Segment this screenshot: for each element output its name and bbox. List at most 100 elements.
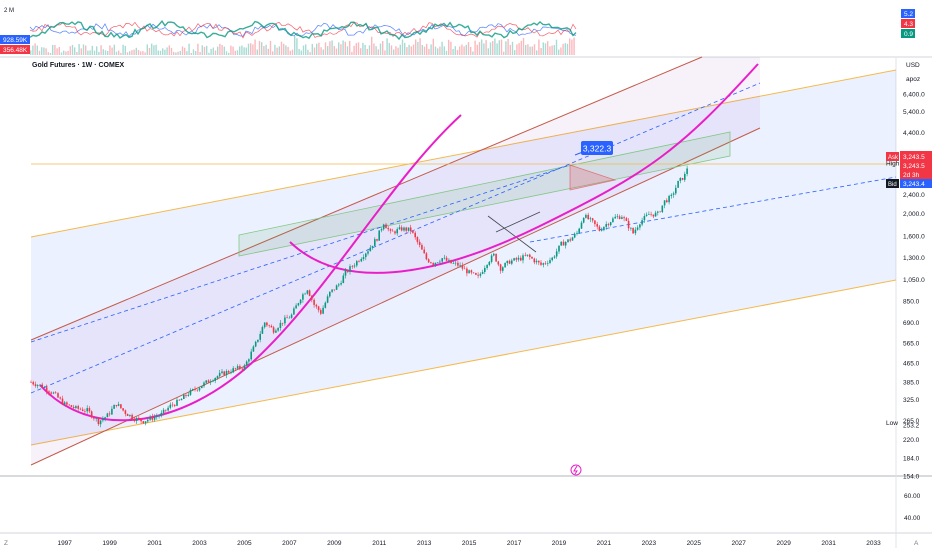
candle-body [686, 168, 688, 174]
candle-body [614, 216, 616, 219]
price-tick: 690.0 [903, 320, 920, 327]
volume-bar [366, 48, 368, 55]
candle-body [531, 257, 533, 259]
volume-bar [566, 43, 569, 55]
volume-bar [188, 43, 190, 55]
volume-bar [558, 49, 560, 55]
volume-bar [434, 46, 437, 55]
candle-body [607, 224, 610, 226]
dashed-trend-2[interactable] [30, 164, 571, 343]
time-axis[interactable]: Z A 1997 1999 2001 2003 2005 2007 2009 2011 2013… [4, 540, 919, 547]
arc-1999[interactable] [39, 114, 462, 422]
dashed-trend-3[interactable] [529, 176, 897, 243]
volume-bar [373, 43, 375, 55]
volume-bar [201, 45, 203, 55]
axis-left-marker[interactable]: Z [4, 540, 8, 547]
red-triangle[interactable] [569, 164, 617, 191]
volume-bar [569, 38, 571, 55]
candle-body [162, 409, 165, 413]
candle-body [374, 239, 376, 246]
volume-bar [476, 44, 478, 55]
candle-body [423, 249, 425, 254]
volume-bar [443, 46, 445, 55]
year-tick: 2029 [776, 540, 791, 547]
volume-bar [126, 52, 129, 55]
candle-body [605, 224, 607, 227]
volume-bar [159, 50, 162, 55]
candle-body [675, 187, 677, 194]
volume-bar [234, 50, 236, 55]
volume-bar [208, 52, 210, 55]
volume-bar [417, 41, 419, 55]
volume-bar [212, 47, 214, 55]
candle-body [205, 380, 207, 383]
candle-body [174, 405, 176, 406]
volume-bar [423, 46, 426, 55]
drawings-layer[interactable] [30, 56, 897, 466]
candle-body [380, 229, 383, 231]
bid-value: 3,243.4 [903, 181, 925, 188]
volume-bar [256, 49, 258, 55]
alert-icon[interactable] [570, 464, 582, 476]
candle-body [144, 421, 147, 424]
volume-bar [344, 41, 346, 55]
year-tick: 2013 [417, 540, 432, 547]
candle-body [115, 405, 118, 406]
red-channel[interactable] [31, 57, 760, 465]
candle-body [659, 211, 661, 213]
candle-body [362, 257, 365, 259]
price-axis[interactable]: USD apoz 6,400.05,400.04,400.03,263.02,4… [886, 62, 932, 481]
volume-bar [109, 45, 111, 55]
volume-bar [333, 46, 335, 55]
candle-body [88, 408, 91, 412]
volume-bar [542, 42, 544, 55]
volume-bar [432, 38, 434, 55]
volume-bar [553, 45, 555, 55]
volume-bar [133, 49, 135, 55]
candle-body [625, 218, 628, 221]
axis-right-marker[interactable]: A [914, 540, 919, 547]
dashed-trend-1[interactable] [30, 82, 761, 394]
lower-tick-2: 40.00 [904, 515, 921, 522]
arc-2015[interactable] [289, 63, 759, 274]
candle-body [578, 228, 580, 233]
candle-body [376, 239, 378, 241]
candle-body [636, 227, 639, 230]
volume-bar [514, 50, 516, 55]
volume-bar [168, 45, 170, 55]
candle-body [488, 261, 491, 265]
candle-body [313, 299, 315, 305]
candle-body [34, 384, 37, 386]
volume-bar [67, 50, 69, 55]
volume-bar [265, 44, 267, 55]
volume-bar [329, 41, 331, 55]
candle-body [320, 310, 322, 314]
volume-bar [382, 41, 384, 55]
candle-body [490, 255, 493, 262]
candle-body [196, 389, 199, 391]
volume-bar [496, 43, 498, 55]
current-price-box [900, 151, 932, 180]
volume-bar [254, 39, 256, 55]
price-callout[interactable]: 3,322.3 [574, 141, 613, 156]
candle-body [129, 414, 131, 416]
volume-bar [573, 37, 575, 55]
candle-body [409, 227, 412, 231]
volume-bar [192, 49, 195, 55]
price-value: 3,243.5 [903, 163, 925, 170]
candle-body [576, 232, 578, 234]
candle-body [250, 351, 252, 360]
volume-bar [406, 47, 408, 55]
candle-body [30, 382, 32, 383]
year-tick: 2007 [282, 540, 297, 547]
volume-bar [197, 43, 199, 55]
candle-body [436, 262, 439, 263]
volume-bar [274, 44, 276, 55]
candle-body [149, 416, 151, 420]
volume-bar [56, 48, 58, 55]
ask-label: Ask [888, 155, 899, 161]
volume-bar [157, 50, 159, 55]
candle-body [542, 263, 545, 265]
volume-bar [415, 39, 417, 55]
